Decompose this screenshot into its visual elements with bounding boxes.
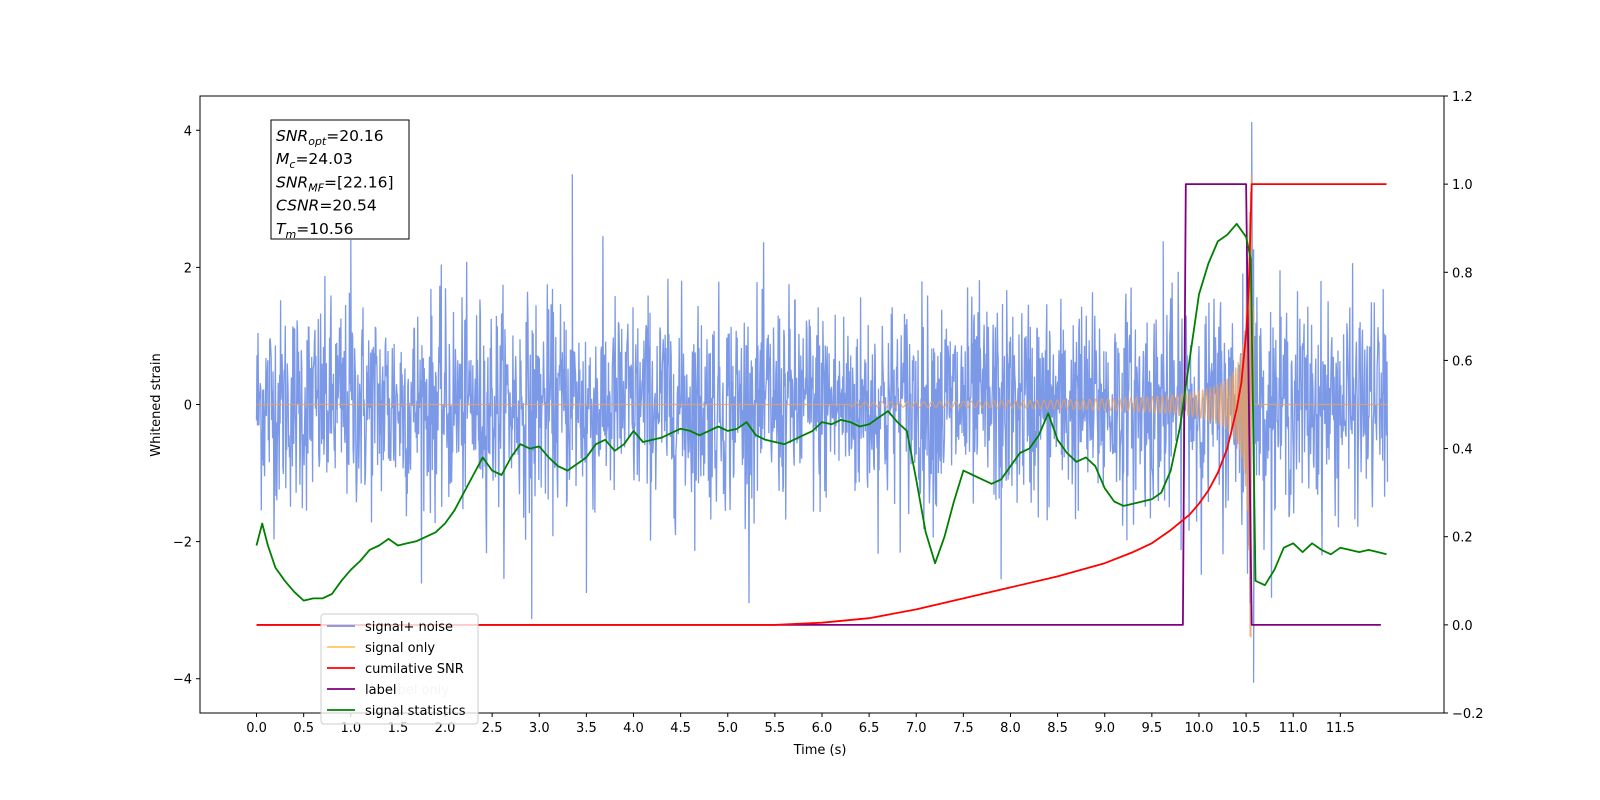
x-tick-label: 10.5 [1232, 721, 1261, 736]
legend-label: signal+ noise [365, 620, 453, 635]
x-tick-label: 4.0 [623, 721, 644, 736]
y2-tick-label: 0.0 [1452, 619, 1473, 634]
y-tick-label: −4 [173, 673, 192, 688]
legend-frame [320, 613, 479, 725]
annotation-line: SNRopt=20.16 [276, 127, 384, 148]
x-axis-label: Time (s) [793, 743, 847, 758]
x-tick-label: 8.5 [1047, 721, 1068, 736]
x-tick-label: 0.0 [246, 721, 267, 736]
y2-tick-label: 0.2 [1452, 531, 1473, 546]
x-tick-label: 1.5 [388, 721, 409, 736]
axes-layer: 0.0 0.5 1.0 1.5 2.0 2.5 3.0 3.5 4.0 4.5 5.0 5.5 6.0 6… [173, 90, 1484, 736]
series-cumulative-snr [256, 183, 1387, 626]
y2-tick-label: −0.2 [1452, 707, 1484, 722]
series-label [256, 183, 1381, 626]
legend-label: label [365, 683, 396, 698]
x-tick-label: 11.0 [1279, 721, 1308, 736]
x-tick-label: 10.0 [1184, 721, 1213, 736]
series-layer [255, 122, 1389, 683]
y2-tick-label: 0.6 [1452, 354, 1473, 369]
x-tick-label: 5.0 [717, 721, 738, 736]
x-tick-label: 9.5 [1142, 721, 1163, 736]
x-tick-label: 2.0 [435, 721, 456, 736]
annotation-line: Mc=24.03 [276, 150, 353, 171]
x-tick-label: 7.0 [906, 721, 927, 736]
x-tick-label: 0.5 [293, 721, 314, 736]
x-tick-label: 9.0 [1094, 721, 1115, 736]
annotation-line: Tm=10.56 [276, 220, 354, 241]
series-signal-only [256, 173, 1388, 638]
y2-tick-label: 1.0 [1452, 178, 1473, 193]
y-tick-label: −2 [173, 536, 192, 551]
x-tick-label: 2.5 [482, 721, 503, 736]
x-tick-label: 3.0 [529, 721, 550, 736]
series-signal-statistics [255, 222, 1387, 602]
legend-label: signal statistics [365, 704, 466, 719]
annotation-frame [270, 119, 410, 240]
x-tick-label: 6.0 [812, 721, 833, 736]
legend-label: cumilative SNR [365, 662, 464, 677]
annotation-line: CSNR=20.54 [276, 197, 377, 215]
x-tick-label: 6.5 [859, 721, 880, 736]
y-tick-label: 4 [184, 124, 192, 139]
x-tick-label: 1.0 [340, 721, 361, 736]
x-tick-label: 3.5 [576, 721, 597, 736]
x-tick-label: 8.0 [1000, 721, 1021, 736]
y-tick-label: 0 [184, 399, 192, 414]
x-tick-label: 7.5 [953, 721, 974, 736]
y2-tick-label: 0.4 [1452, 443, 1473, 458]
legend-label: signal only [365, 641, 435, 656]
x-tick-label: 11.5 [1326, 721, 1355, 736]
y-tick-label: 2 [184, 261, 192, 276]
x-tick-label: 4.5 [670, 721, 691, 736]
x-tick-label: 5.5 [765, 721, 786, 736]
annotation-line: SNRMF=[22.16] [276, 173, 394, 194]
y2-tick-label: 0.8 [1452, 266, 1473, 281]
y-axis-label: Whitened strain [149, 353, 164, 456]
y2-tick-label: 1.2 [1452, 90, 1473, 105]
